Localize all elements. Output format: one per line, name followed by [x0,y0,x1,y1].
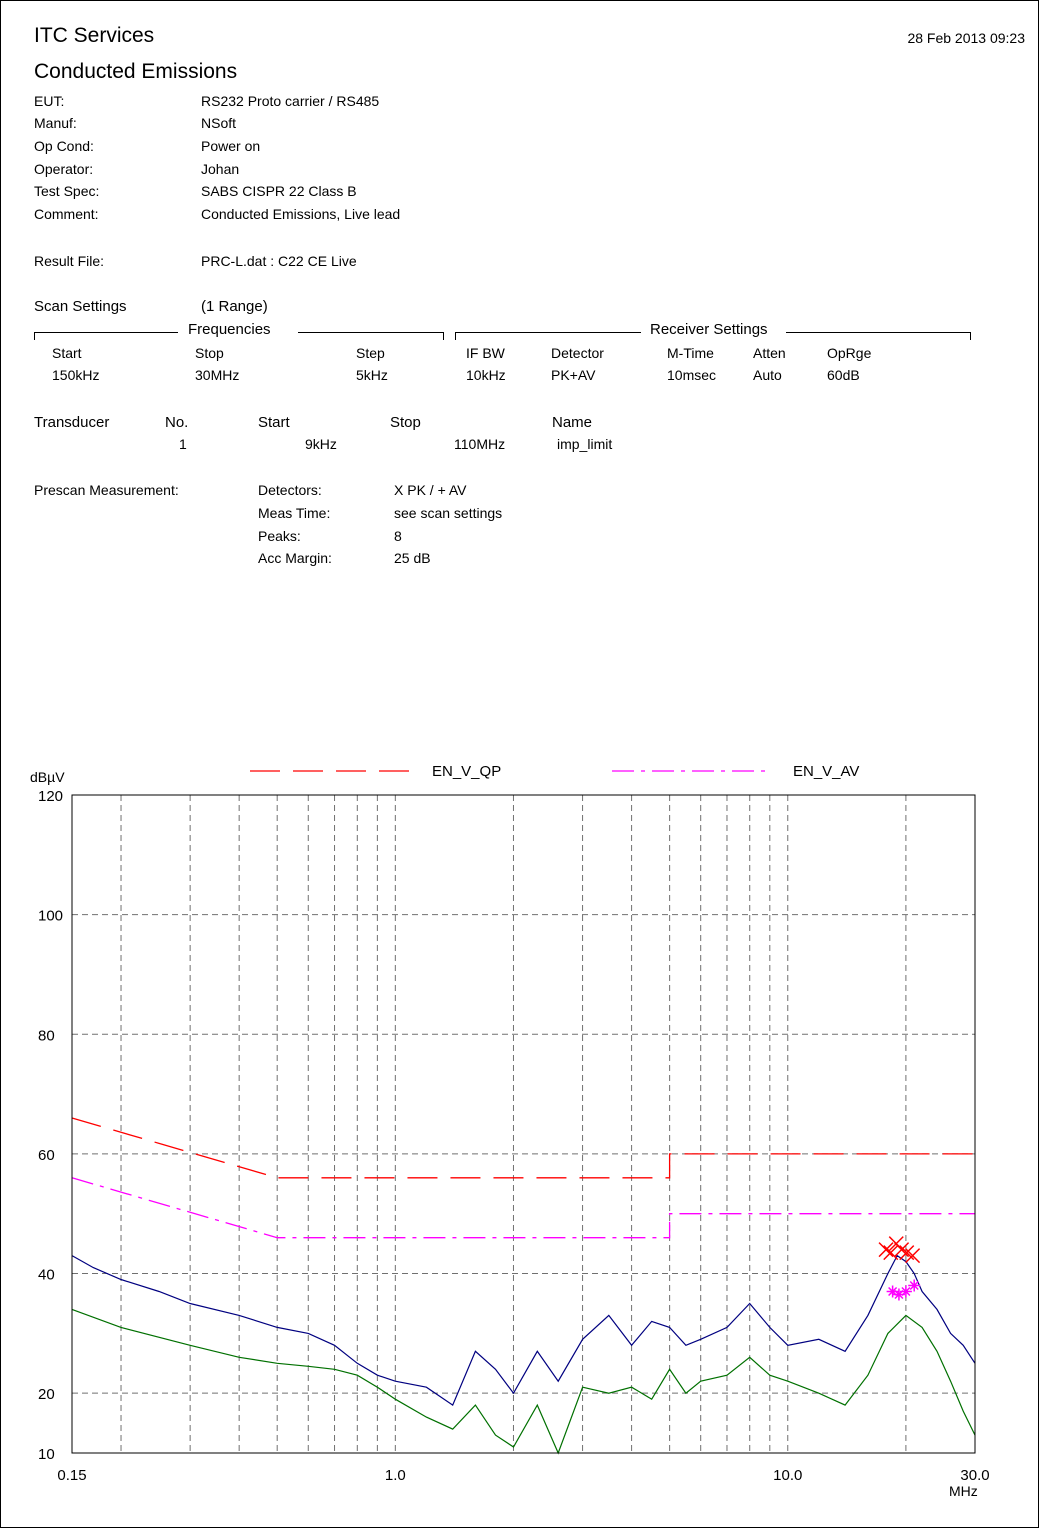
scan-value-ifbw: 10kHz [466,367,506,383]
report-datetime: 28 Feb 2013 09:23 [907,30,1025,46]
scan-value-atten: Auto [753,367,782,383]
info-label-comment: Comment: [34,206,99,222]
info-value-eut: RS232 Proto carrier / RS485 [201,93,380,109]
chart-legend: EN_V_QP EN_V_AV [250,763,859,780]
scan-header-mtime: M-Time [667,345,714,361]
scan-value-mtime: 10msec [667,367,717,383]
y-tick-label: 100 [38,908,63,925]
prescan-label: Prescan Measurement: [34,482,179,498]
y-tick-label: 60 [38,1147,55,1164]
en-v-av-line [71,1177,975,1239]
average-trace-line [71,1308,976,1455]
y-tick-label: 80 [38,1027,55,1044]
transducer-value-no: 1 [179,436,187,452]
info-label-manuf: Manuf: [34,115,77,131]
plot-frame [71,794,976,1454]
pk-marker [894,1242,910,1258]
info-value-testspec: SABS CISPR 22 Class B [201,183,357,199]
company-name: ITC Services [34,24,155,47]
transducer-value-name: imp_limit [557,436,613,452]
x-tick-label: 0.15 [57,1467,86,1484]
receiver-rule-tick-right [970,332,971,340]
scan-header-detector: Detector [551,345,604,361]
legend-label: EN_V_QP [432,763,501,780]
info-label-eut: EUT: [34,93,65,109]
y-tick-label: 20 [38,1386,55,1403]
transducer-header-name: Name [552,414,593,431]
scan-value-start: 150kHz [52,367,100,383]
y-tick-label: 120 [38,788,63,805]
result-file-label: Result File: [34,253,105,269]
receiver-group-title: Receiver Settings [650,321,768,338]
y-axis-label: dBµV [30,769,65,785]
pk-marker [883,1245,899,1261]
scan-header-oprge: OpRge [827,345,872,361]
scan-header-step: Step [356,345,385,361]
scan-value-stop: 30MHz [195,367,240,383]
pk-marker [878,1242,894,1258]
y-tick-label: 10 [38,1446,55,1463]
prescan-value-detectors: X PK / + AV [394,482,467,498]
chart-grid [72,795,975,1453]
x-tick-label: 1.0 [385,1467,406,1484]
prescan-value-meastime: see scan settings [394,505,503,521]
transducer-value-start: 9kHz [305,436,337,452]
peak-trace-line [71,1254,976,1407]
x-axis-label: MHz [949,1483,978,1499]
scan-header-stop: Stop [195,345,224,361]
prescan-value-accmargin: 25 dB [394,550,431,566]
y-tick-label: 40 [38,1267,55,1284]
prescan-key-detectors: Detectors: [258,482,322,498]
info-value-comment: Conducted Emissions, Live lead [201,206,401,222]
receiver-rule-left [455,332,641,333]
scan-header-atten: Atten [753,345,786,361]
scan-value-step: 5kHz [356,367,388,383]
prescan-key-accmargin: Acc Margin: [258,550,332,566]
scan-settings-label: Scan Settings [34,298,127,315]
info-value-operator: Johan [201,161,240,177]
av-marker [892,1288,905,1301]
x-tick-label: 10.0 [773,1467,802,1484]
info-label-testspec: Test Spec: [34,183,100,199]
frequencies-rule-left [34,332,178,333]
scan-header-start: Start [52,345,82,361]
prescan-value-peaks: 8 [394,528,402,544]
scan-value-detector: PK+AV [551,367,596,383]
info-value-manuf: NSoft [201,115,237,131]
info-label-operator: Operator: [34,161,94,177]
frequencies-group-title: Frequencies [188,321,271,338]
scan-value-oprge: 60dB [827,367,860,383]
report-title: Conducted Emissions [34,60,238,83]
scan-settings-ranges: (1 Range) [201,298,268,315]
transducer-header-start: Start [258,414,290,431]
en-v-qp-line [71,1117,975,1179]
receiver-rule-tick-left [455,332,456,340]
transducer-header-no: No. [165,414,189,431]
info-label-opcond: Op Cond: [34,138,94,154]
result-file-value: PRC-L.dat : C22 CE Live [201,253,357,269]
transducer-value-stop: 110MHz [454,436,506,452]
info-value-opcond: Power on [201,138,261,154]
av-marker [908,1279,921,1292]
av-marker [886,1285,899,1298]
receiver-rule-right [786,332,970,333]
scan-header-ifbw: IF BW [466,345,505,361]
legend-label: EN_V_AV [793,763,859,780]
frequencies-rule-tick-left [34,332,35,340]
transducer-label: Transducer [34,414,110,431]
transducer-header-stop: Stop [390,414,421,431]
prescan-key-meastime: Meas Time: [258,505,331,521]
prescan-key-peaks: Peaks: [258,528,301,544]
frequencies-rule-right [298,332,443,333]
x-tick-label: 30.0 [960,1467,989,1484]
chart-series [71,1117,976,1455]
av-marker [899,1285,912,1298]
pk-marker [905,1248,921,1264]
frequencies-rule-tick-right [443,332,444,340]
chart-labels: 10 20 40 60 80 100 120 0.15 1.0 10.0 30.0 dBµV MHz [30,769,990,1499]
